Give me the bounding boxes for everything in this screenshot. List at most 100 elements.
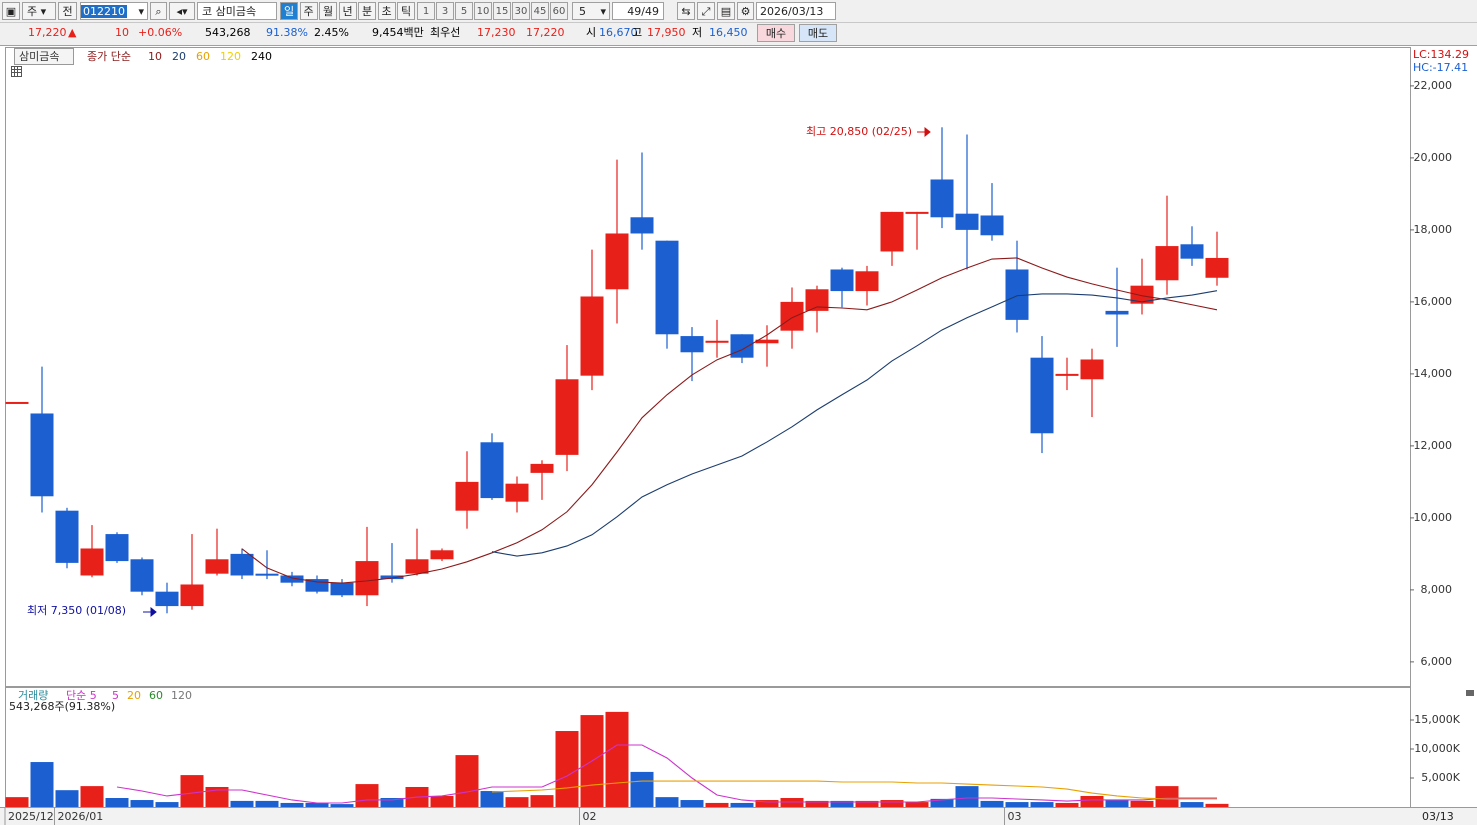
volume-label: 거래량	[18, 689, 48, 702]
y-tick-label: 8,000	[1421, 583, 1453, 596]
code: 012210	[81, 5, 127, 18]
volume-bar	[855, 800, 879, 807]
ma-line	[491, 290, 1218, 557]
interval-button[interactable]: 5	[455, 2, 473, 20]
legend-box[interactable]	[14, 48, 74, 65]
market-select[interactable]: 주 ▾	[22, 2, 56, 20]
volume-bar	[1180, 802, 1204, 807]
date-field[interactable]: 2026/03/13▦	[756, 2, 836, 36]
grid-icon-lines	[12, 67, 21, 76]
legend-entry: 60	[196, 50, 210, 63]
volume-bar	[355, 784, 379, 807]
open: 16,670	[599, 26, 638, 39]
candle-body	[1155, 246, 1179, 281]
period-button[interactable]: 주	[299, 2, 318, 20]
period-button[interactable]: 틱	[397, 2, 415, 20]
candle-body	[855, 271, 879, 292]
candle-body	[780, 301, 804, 331]
volume-bar	[1080, 795, 1104, 807]
legend-entry: 20	[127, 689, 141, 702]
change: 10	[115, 26, 129, 39]
interval-button[interactable]: 3	[436, 2, 454, 20]
volume-bar	[1005, 802, 1029, 807]
volume-bar	[1055, 802, 1079, 807]
volume-bar	[1205, 803, 1229, 807]
candle-body	[130, 559, 154, 592]
name-field[interactable]: 코 삼미금속	[197, 2, 277, 20]
low: 16,450	[709, 26, 748, 39]
period-button[interactable]: 년	[338, 2, 357, 20]
volume-bar	[730, 802, 754, 807]
period-button[interactable]: 월	[319, 2, 337, 20]
candle-body	[255, 573, 279, 576]
interval-button[interactable]: 1	[417, 2, 435, 20]
legend-entry: 120	[220, 50, 241, 63]
tool-icon[interactable]: ⇆	[677, 2, 695, 20]
volume-bar	[80, 786, 104, 807]
interval-button[interactable]: 60	[550, 2, 568, 20]
pane-button[interactable]	[1466, 690, 1474, 696]
interval-select[interactable]: 5 ▾	[572, 2, 610, 20]
volume-bar	[105, 798, 129, 807]
interval-button[interactable]: 45	[531, 2, 549, 20]
high: 17,950	[647, 26, 686, 39]
candle-body	[730, 334, 754, 358]
candle-body	[30, 413, 54, 497]
period-button[interactable]: 일	[280, 2, 298, 20]
candle-body	[355, 561, 379, 596]
candle-body	[680, 336, 704, 353]
volume-bar	[380, 798, 404, 807]
search-button[interactable]: ⌕	[150, 2, 167, 20]
save-icon[interactable]: ▤	[717, 2, 735, 20]
candle-body	[980, 215, 1004, 236]
candle-body	[930, 179, 954, 218]
turnover: 2.45%	[314, 26, 349, 39]
y-tick-label: 10,000K	[1414, 742, 1460, 755]
period-button[interactable]: 분	[358, 2, 376, 20]
change-pct: +0.06%	[138, 26, 183, 39]
y-tick-label: 6,000	[1421, 655, 1453, 668]
candle-body	[1180, 244, 1204, 259]
period-button[interactable]: 초	[377, 2, 396, 20]
sell-button[interactable]: 매도	[799, 24, 837, 42]
candle-body	[405, 559, 429, 574]
volume-bar	[655, 797, 679, 807]
volume-bar	[980, 800, 1004, 807]
grid-icon[interactable]	[11, 66, 22, 77]
volume-bar	[680, 800, 704, 807]
volume-bar	[205, 786, 229, 807]
high-annotation: 최고 20,850 (02/25)	[806, 125, 912, 138]
market: 주	[27, 5, 38, 18]
volume-bar	[880, 800, 904, 807]
interval-button[interactable]: 30	[512, 2, 530, 20]
tool-icon[interactable]: ⤢	[697, 2, 715, 20]
code-input[interactable]: 012210 ▾	[80, 2, 148, 20]
mode-button[interactable]: 전	[58, 2, 77, 20]
low-arrow	[143, 606, 157, 618]
y-tick-label: 12,000	[1414, 439, 1453, 452]
menu-icon[interactable]: ▣	[2, 2, 20, 20]
count-field[interactable]: 49/49	[612, 2, 664, 20]
y-tick-label: 5,000K	[1421, 771, 1460, 784]
volume-bar	[805, 800, 829, 807]
candle-body	[955, 213, 979, 230]
sound-button[interactable]: ◂▾	[169, 2, 195, 20]
candle-body	[380, 575, 404, 580]
candle-body	[755, 339, 779, 344]
volume-bar	[605, 711, 629, 807]
interval-button[interactable]: 15	[493, 2, 511, 20]
settings-icon[interactable]: ⚙	[737, 2, 754, 20]
volume-bar	[330, 804, 354, 807]
candle-body	[1080, 359, 1104, 380]
interval-button[interactable]: 10	[474, 2, 492, 20]
buy-button[interactable]: 매수	[757, 24, 795, 42]
x-tick-label: 02	[583, 810, 597, 823]
ma-line	[116, 744, 1217, 804]
candle-body	[55, 510, 79, 563]
price: 17,220	[28, 26, 67, 39]
legend-entry: 60	[149, 689, 163, 702]
volume-bar	[1130, 800, 1154, 807]
candle-body	[880, 211, 904, 252]
volume-ratio: 91.38%	[266, 26, 308, 39]
